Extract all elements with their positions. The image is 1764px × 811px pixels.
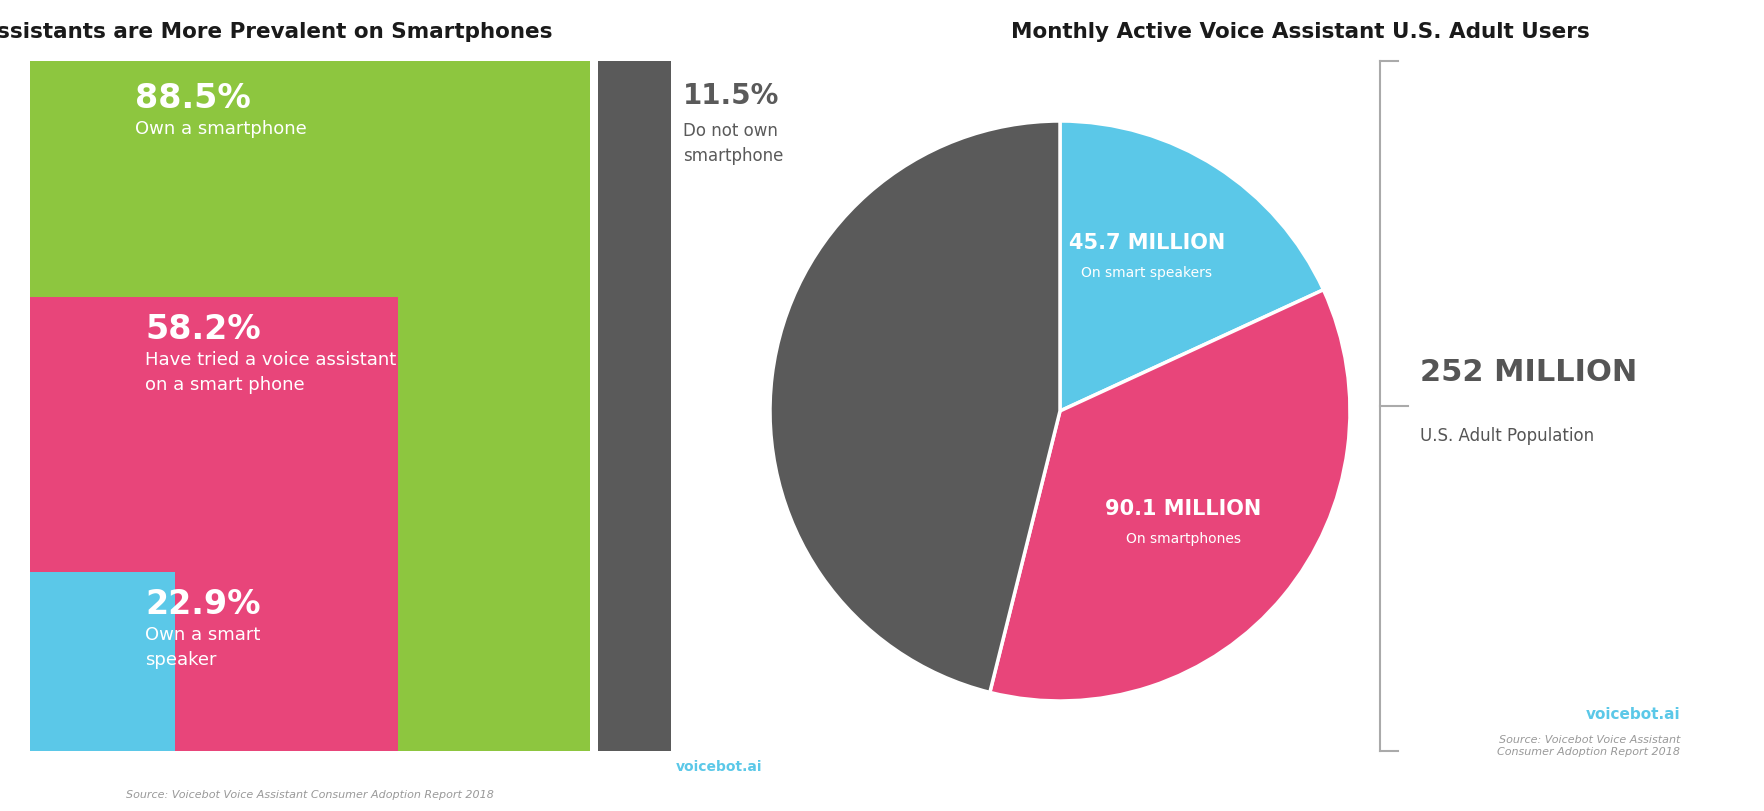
Text: Monthly Active Voice Assistant U.S. Adult Users: Monthly Active Voice Assistant U.S. Adul… (1011, 22, 1589, 42)
Text: voicebot.ai: voicebot.ai (1586, 706, 1679, 721)
Text: Do not own
smartphone: Do not own smartphone (683, 122, 783, 165)
Wedge shape (771, 122, 1060, 693)
Text: On smartphones: On smartphones (1125, 531, 1240, 545)
Text: 88.5%: 88.5% (136, 82, 250, 115)
Text: Own a smart
speaker: Own a smart speaker (145, 625, 261, 668)
Text: Voice Assistants are More Prevalent on Smartphones: Voice Assistants are More Prevalent on S… (0, 22, 552, 42)
Text: Have tried a voice assistant
on a smart phone: Have tried a voice assistant on a smart … (145, 351, 397, 394)
Text: 45.7 MILLION: 45.7 MILLION (1069, 232, 1226, 252)
Text: 22.9%: 22.9% (145, 588, 261, 620)
Text: voicebot.ai: voicebot.ai (676, 759, 762, 773)
Bar (30, 298, 399, 751)
Text: 58.2%: 58.2% (145, 313, 261, 345)
Text: U.S. Adult Population: U.S. Adult Population (1420, 427, 1595, 444)
Wedge shape (990, 290, 1349, 702)
Text: On smart speakers: On smart speakers (1081, 265, 1212, 279)
Text: Source: Voicebot Voice Assistant Consumer Adoption Report 2018: Source: Voicebot Voice Assistant Consume… (125, 789, 494, 799)
Text: 11.5%: 11.5% (683, 82, 780, 109)
Text: Source: Voicebot Voice Assistant
Consumer Adoption Report 2018: Source: Voicebot Voice Assistant Consume… (1498, 735, 1679, 756)
Text: 90.1 MILLION: 90.1 MILLION (1106, 498, 1261, 518)
Bar (598, 62, 670, 751)
Bar (30, 62, 589, 751)
Bar (30, 573, 175, 751)
Text: Own a smartphone: Own a smartphone (136, 120, 307, 138)
Text: 252 MILLION: 252 MILLION (1420, 358, 1637, 387)
Wedge shape (1060, 122, 1323, 411)
